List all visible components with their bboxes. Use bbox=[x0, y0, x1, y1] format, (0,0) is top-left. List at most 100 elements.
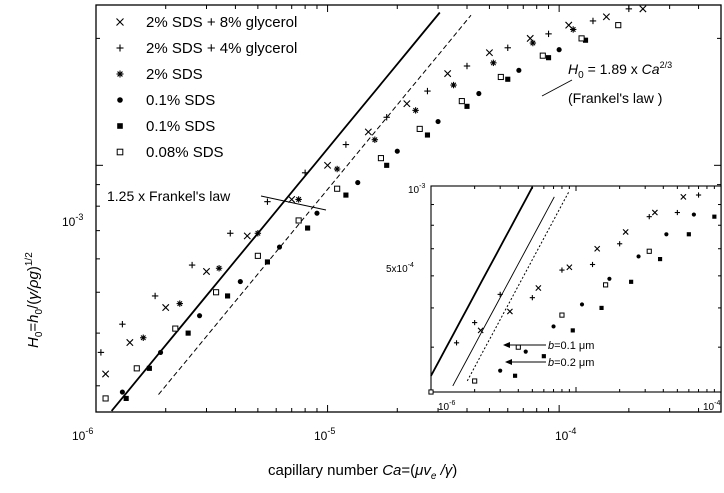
data-point bbox=[615, 22, 622, 29]
data-point bbox=[196, 313, 203, 319]
data-point bbox=[264, 259, 271, 265]
data-point bbox=[490, 59, 497, 67]
inset-data-point bbox=[646, 214, 652, 220]
inset-data-point bbox=[599, 305, 604, 310]
data-point bbox=[424, 132, 431, 138]
data-point bbox=[213, 289, 220, 296]
data-point bbox=[301, 169, 309, 176]
data-point bbox=[529, 39, 537, 47]
inset-data-point bbox=[477, 327, 484, 334]
inset-y-tick-label: 5x10-4 bbox=[386, 262, 414, 275]
legend-marker bbox=[116, 70, 124, 78]
legend-markers bbox=[116, 18, 124, 156]
data-point bbox=[97, 349, 105, 356]
data-point bbox=[343, 192, 349, 198]
legend-label: 2% SDS + 8% glycerol bbox=[146, 14, 297, 31]
legend-label: 2% SDS + 4% glycerol bbox=[146, 40, 297, 57]
legend-marker bbox=[116, 44, 124, 52]
data-point bbox=[394, 148, 400, 154]
data-point bbox=[140, 334, 147, 341]
data-point bbox=[119, 320, 126, 328]
inset-data-point bbox=[603, 282, 609, 288]
fit-line bbox=[430, 186, 534, 377]
data-point bbox=[424, 87, 431, 95]
y-tick-label: 10-3 bbox=[62, 212, 83, 229]
data-point bbox=[243, 232, 251, 240]
legend-label: 2% SDS bbox=[146, 66, 203, 83]
data-point bbox=[185, 330, 191, 336]
data-point bbox=[333, 165, 341, 173]
data-point bbox=[295, 196, 302, 203]
inset-data-point bbox=[529, 295, 535, 301]
inset-data-point bbox=[664, 232, 669, 237]
data-point bbox=[254, 252, 261, 259]
frankel-law-label: (Frankel's law ) bbox=[568, 90, 662, 106]
inset-data-point bbox=[428, 389, 434, 395]
inset-data-point bbox=[498, 368, 503, 373]
data-point bbox=[569, 26, 577, 33]
legend-marker bbox=[117, 97, 123, 103]
data-point bbox=[237, 279, 243, 285]
data-point bbox=[556, 47, 562, 53]
inset-b02-label: b=0.2 μm bbox=[548, 357, 594, 369]
data-point bbox=[625, 5, 633, 13]
data-point bbox=[172, 325, 179, 332]
data-point bbox=[355, 180, 361, 186]
inset-data-point bbox=[472, 378, 478, 384]
data-point bbox=[463, 62, 471, 70]
data-point bbox=[545, 55, 552, 61]
data-point bbox=[504, 44, 511, 51]
inset-data-point bbox=[512, 373, 518, 378]
inset-data-point bbox=[453, 340, 460, 346]
inset-plot-area bbox=[430, 185, 722, 393]
inset-data-point bbox=[515, 344, 521, 350]
inset-x-tick-label: 10-4 bbox=[703, 400, 720, 413]
legend-label: 0.08% SDS bbox=[146, 144, 224, 161]
frankel-125-pointer bbox=[260, 195, 327, 211]
data-point bbox=[334, 185, 341, 192]
inset-data-point bbox=[695, 192, 702, 198]
inset-data-point bbox=[629, 279, 634, 284]
data-point bbox=[314, 210, 320, 216]
inset-data-point bbox=[712, 214, 717, 219]
inset-data-point bbox=[523, 349, 528, 354]
data-point bbox=[384, 162, 390, 168]
inset-data-point bbox=[636, 254, 641, 259]
fit-line bbox=[110, 11, 441, 412]
inset-data-point bbox=[622, 228, 629, 235]
inset-data-point bbox=[589, 261, 596, 268]
inset-data-point bbox=[579, 302, 585, 307]
data-point bbox=[146, 365, 152, 371]
data-point bbox=[254, 230, 262, 237]
inset-data-point bbox=[674, 209, 680, 216]
frankel-eq-pointer bbox=[541, 79, 573, 97]
data-point bbox=[126, 338, 134, 347]
data-point bbox=[412, 107, 419, 114]
main-data-points bbox=[97, 5, 647, 402]
data-point bbox=[305, 225, 311, 231]
data-point bbox=[476, 90, 482, 97]
data-point bbox=[188, 261, 196, 269]
data-point bbox=[102, 395, 109, 402]
data-point bbox=[264, 198, 271, 205]
data-point bbox=[582, 37, 589, 43]
legend-marker bbox=[116, 148, 124, 156]
legend-label: 0.1% SDS bbox=[146, 118, 215, 135]
data-point bbox=[602, 13, 610, 21]
data-point bbox=[545, 30, 552, 38]
data-point bbox=[565, 21, 573, 29]
data-point bbox=[377, 155, 384, 162]
inset-data-point bbox=[506, 308, 513, 315]
data-point bbox=[342, 141, 350, 148]
data-point bbox=[589, 17, 597, 25]
data-point bbox=[416, 125, 423, 132]
data-point bbox=[578, 35, 585, 42]
inset-data-point bbox=[559, 267, 565, 273]
legend-label: 0.1% SDS bbox=[146, 92, 215, 109]
data-point bbox=[133, 365, 140, 372]
legend-marker bbox=[116, 18, 124, 26]
data-point bbox=[202, 267, 211, 276]
data-point bbox=[276, 244, 283, 250]
inset-ticks bbox=[430, 185, 722, 392]
x-tick-label: 10-4 bbox=[555, 426, 576, 443]
